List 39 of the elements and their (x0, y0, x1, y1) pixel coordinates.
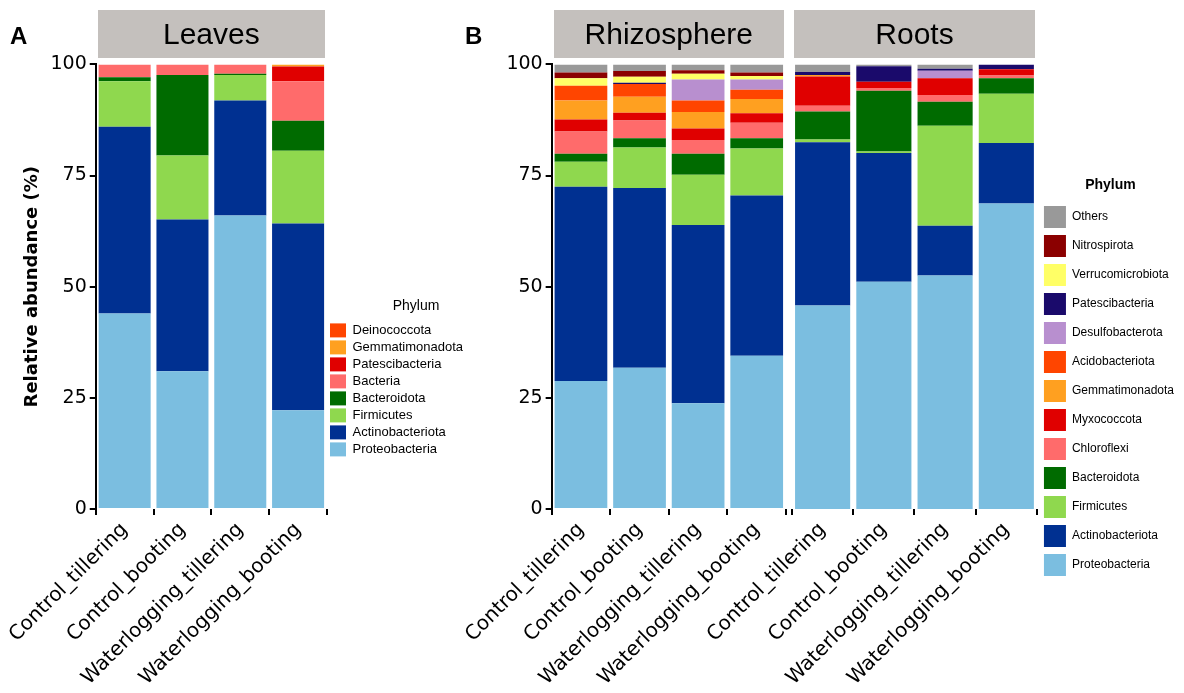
legend-label: Firmicutes (1071, 499, 1128, 514)
y-tick-label: 50 (62, 273, 87, 296)
legend-label: Patescibacteria (352, 355, 443, 371)
y-tick-label: 0 (530, 495, 543, 518)
legend-label: Actinobacteriota (1071, 528, 1159, 543)
y-tick-label: 75 (62, 162, 87, 185)
legend-label: Nitrospirota (1071, 238, 1134, 253)
chart-title: Rhizosphere (553, 10, 784, 58)
y-tick-label: 100 (506, 51, 543, 74)
legend-title: Phylum (1085, 176, 1136, 193)
legend-label: Bacteroidota (1071, 470, 1140, 485)
text: A (10, 22, 28, 50)
y-tick-label: 100 (50, 51, 87, 74)
legend-label: Bacteria (352, 372, 401, 388)
y-tick-label: 50 (518, 273, 543, 296)
y-tick-label: 25 (518, 384, 543, 407)
legend-label: Deinococcota (352, 321, 433, 337)
y-tick-label: 0 (74, 495, 87, 518)
y-tick-label: 25 (62, 384, 87, 407)
legend-label: Bacteroidota (352, 389, 427, 405)
text: B (465, 22, 483, 50)
chart-title: Leaves (97, 10, 325, 58)
y-axis-title: Relative abundance (%) (20, 165, 42, 408)
legend-label: Verrucomicrobiota (1071, 267, 1169, 282)
legend-label: Gemmatimonadota (1071, 383, 1175, 398)
legend-label: Proteobacteria (352, 440, 438, 456)
legend-label: Others (1071, 209, 1108, 224)
chart-title: Roots (794, 10, 1035, 58)
legend-label: Acidobacteriota (1071, 354, 1155, 369)
legend-label: Patescibacteria (1071, 296, 1155, 311)
legend-label: Actinobacteriota (352, 423, 447, 439)
legend-title: Phylum (392, 297, 440, 314)
legend-label: Proteobacteria (1071, 557, 1151, 572)
legend-label: Gemmatimonadota (352, 338, 464, 354)
y-tick-label: 75 (518, 162, 543, 185)
legend-label: Firmicutes (352, 406, 413, 422)
legend-label: Chloroflexi (1071, 441, 1129, 456)
legend-label: Desulfobacterota (1071, 325, 1163, 340)
legend-label: Myxococcota (1071, 412, 1143, 427)
